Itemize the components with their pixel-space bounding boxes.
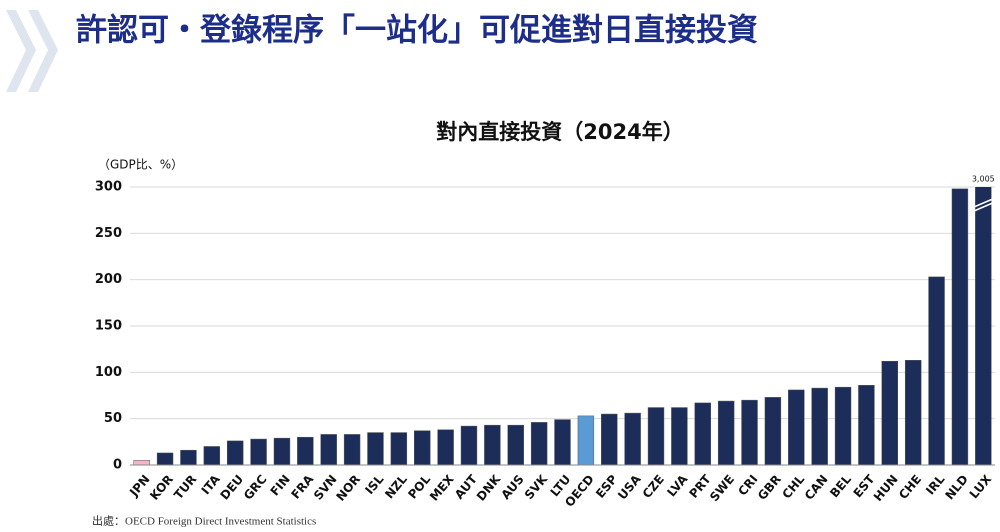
bar bbox=[367, 432, 384, 466]
x-tick-label: LUX bbox=[967, 472, 995, 502]
x-tick-label: DEU bbox=[218, 472, 247, 502]
bar bbox=[203, 446, 221, 466]
x-tick-label: HUN bbox=[871, 472, 901, 504]
x-tick-label: NOR bbox=[333, 472, 363, 504]
bar bbox=[273, 437, 291, 466]
x-tick-label: USA bbox=[615, 472, 644, 503]
bar bbox=[484, 424, 501, 466]
bar bbox=[764, 397, 782, 466]
bar bbox=[343, 434, 361, 466]
x-tick-label: KOR bbox=[147, 472, 176, 503]
chart-title: 對內直接投資（2024年） bbox=[436, 120, 683, 144]
bar bbox=[156, 452, 174, 466]
x-tick-label: DNK bbox=[474, 472, 504, 504]
y-tick-label: 250 bbox=[95, 226, 122, 241]
bar bbox=[250, 438, 267, 466]
bar bbox=[834, 386, 852, 466]
bar bbox=[180, 449, 197, 466]
y-tick-label: 150 bbox=[95, 319, 122, 334]
x-tick-label: CZE bbox=[640, 472, 667, 501]
bar bbox=[904, 360, 922, 466]
x-tick-label: BEL bbox=[827, 472, 854, 500]
bar bbox=[554, 419, 571, 466]
bar bbox=[881, 360, 898, 466]
y-axis-label: （GDP比、%） bbox=[98, 158, 183, 172]
bar bbox=[460, 425, 478, 466]
x-tick-label: SWE bbox=[707, 472, 737, 504]
slide-title: 許認可・登錄程序「一站化」可促進對日直接投資 bbox=[76, 13, 758, 49]
x-tick-label: SVN bbox=[311, 472, 340, 502]
x-tick-label: MEX bbox=[427, 472, 457, 504]
x-tick-label: TUR bbox=[171, 472, 199, 502]
bar bbox=[577, 415, 595, 466]
y-tick-label: 100 bbox=[95, 365, 122, 380]
bar bbox=[788, 389, 805, 466]
bar bbox=[414, 430, 431, 466]
bar bbox=[811, 387, 828, 466]
x-tick-label: GRC bbox=[241, 472, 270, 503]
x-tick-label: GBR bbox=[755, 472, 784, 503]
axis-break bbox=[973, 198, 993, 212]
x-tick-label: FIN bbox=[268, 472, 293, 498]
x-tick-label: LVA bbox=[664, 472, 690, 500]
x-tick-label: CHE bbox=[896, 472, 924, 502]
source-note: 出處：OECD Foreign Direct Investment Statis… bbox=[92, 514, 316, 528]
bar bbox=[530, 422, 548, 466]
bar bbox=[601, 413, 618, 466]
value-label: 3,005 bbox=[972, 175, 995, 184]
bar bbox=[507, 424, 524, 466]
x-tick-label: NLD bbox=[942, 472, 971, 502]
x-tick-label: CAN bbox=[802, 472, 831, 503]
bar bbox=[858, 385, 875, 466]
bar bbox=[437, 429, 454, 466]
bar bbox=[227, 440, 244, 466]
x-tick-label: CHL bbox=[780, 472, 808, 502]
bar bbox=[647, 407, 665, 466]
bar bbox=[717, 400, 735, 466]
y-tick-label: 200 bbox=[95, 272, 122, 287]
bar bbox=[671, 407, 688, 466]
plot-area bbox=[133, 187, 992, 466]
bar bbox=[624, 412, 641, 466]
bar bbox=[741, 399, 758, 466]
bar bbox=[133, 460, 150, 466]
x-tick-label: SVK bbox=[522, 472, 551, 502]
y-tick-label: 50 bbox=[104, 411, 122, 426]
y-tick-label: 300 bbox=[95, 180, 122, 195]
bar bbox=[694, 402, 711, 466]
chevron-decoration bbox=[6, 10, 58, 92]
x-tick-label: NZL bbox=[382, 472, 410, 501]
bar bbox=[928, 276, 945, 466]
x-tick-label: FRA bbox=[288, 472, 316, 502]
bar bbox=[951, 188, 969, 466]
x-tick-label: ESP bbox=[593, 472, 620, 501]
x-tick-label: AUS bbox=[498, 472, 526, 502]
bar bbox=[390, 432, 408, 466]
bar bbox=[297, 436, 314, 466]
bar bbox=[320, 434, 337, 466]
bar bbox=[975, 187, 992, 466]
y-tick-label: 0 bbox=[113, 458, 122, 473]
